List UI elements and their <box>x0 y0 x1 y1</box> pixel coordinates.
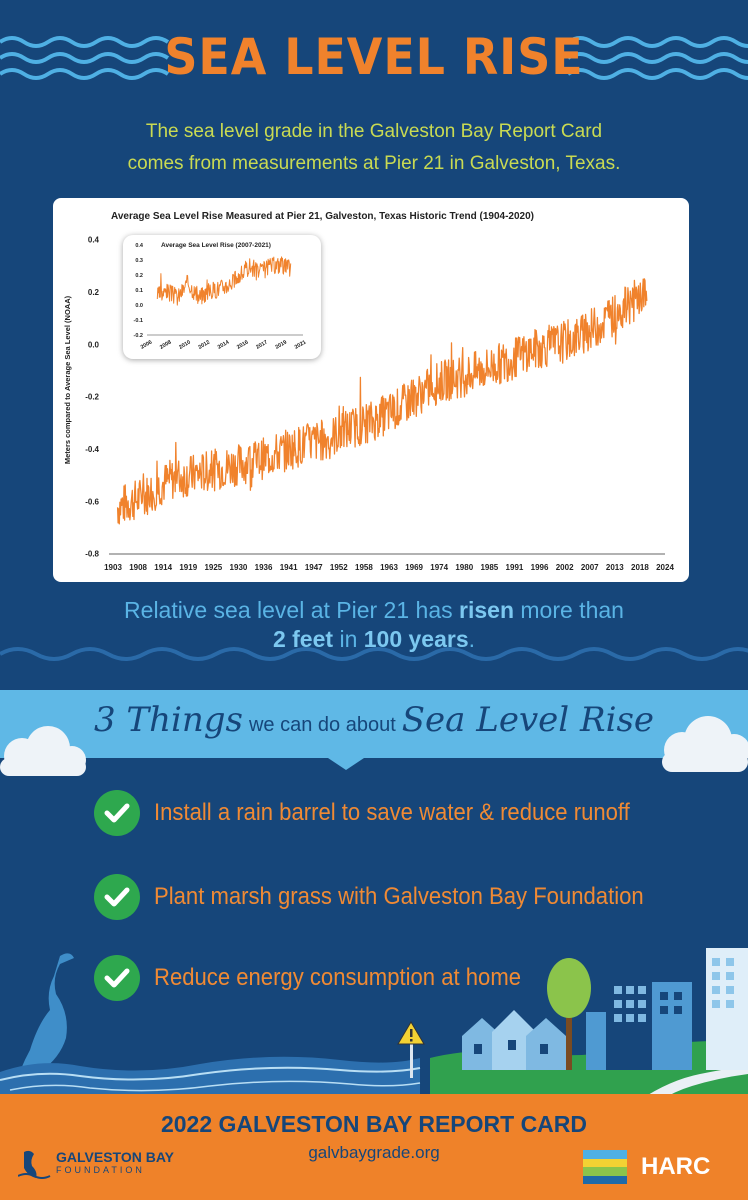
main-chart-x-tick-label: 1980 <box>455 563 473 572</box>
inset-chart-x-tick-label: 2021 <box>294 339 308 350</box>
inset-chart-y-tick-label: 0.4 <box>135 243 144 249</box>
main-chart-y-tick-label: -0.6 <box>85 497 99 506</box>
main-chart-title: Average Sea Level Rise Measured at Pier … <box>111 211 534 222</box>
inset-chart-x-tick-label: 2016 <box>236 339 250 350</box>
main-chart-x-tick-label: 1941 <box>280 563 298 572</box>
rise-in: in <box>333 626 364 652</box>
rise-end: . <box>468 626 476 652</box>
main-chart-x-tick-label: 1958 <box>355 563 373 572</box>
check-icon <box>94 874 140 920</box>
bay-scene <box>0 948 748 1100</box>
main-chart-y-tick-label: 0.2 <box>88 288 100 297</box>
cloud-icon <box>0 726 86 776</box>
main-chart-x-tick-label: 1919 <box>179 563 197 572</box>
main-chart-series-line <box>116 278 648 525</box>
gbf-logo: GALVESTON BAY FOUNDATION <box>18 1148 174 1180</box>
inset-chart-x-tick-label: 2006 <box>140 339 154 350</box>
inset-chart-y-tick-label: 0.1 <box>135 288 143 294</box>
gbf-sub: FOUNDATION <box>56 1165 145 1175</box>
main-chart-x-tick-label: 1991 <box>506 563 524 572</box>
gbf-name: GALVESTON BAY <box>56 1149 174 1165</box>
footer-url[interactable]: galvbaygrade.org <box>308 1143 440 1162</box>
harc-flag-icon <box>583 1150 627 1184</box>
action-item-3: Reduce energy consumption at home <box>94 955 553 1001</box>
main-chart-x-tick-label: 1963 <box>380 563 398 572</box>
mid-wave <box>0 647 748 661</box>
main-chart-x-tick-label: 1914 <box>154 563 172 572</box>
cloud-icon <box>662 716 748 772</box>
banner-heading: 3 Things we can do about Sea Level Rise <box>0 700 748 740</box>
action-label-2: Plant marsh grass with Galveston Bay Fou… <box>154 883 644 910</box>
intro-line-2: comes from measurements at Pier 21 in Ga… <box>127 153 621 174</box>
chart-card: Average Sea Level Rise Measured at Pier … <box>53 198 689 582</box>
main-chart: Average Sea Level Rise Measured at Pier … <box>63 211 674 572</box>
main-chart-x-tick-label: 1996 <box>531 563 549 572</box>
inset-chart-x-tick-label: 2012 <box>197 339 211 350</box>
action-label-1: Install a rain barrel to save water & re… <box>154 799 630 826</box>
buildings-icon <box>586 948 748 1070</box>
banner-notch <box>328 758 364 770</box>
main-chart-x-tick-label: 1908 <box>129 563 147 572</box>
inset-chart-x-tick-label: 2017 <box>255 339 269 350</box>
inset-chart-title: Average Sea Level Rise (2007-2021) <box>161 242 271 249</box>
check-icon <box>94 790 140 836</box>
harc-name: HARC <box>641 1153 711 1180</box>
inset-chart-box: Average Sea Level Rise (2007-2021) 0.4 0.… <box>123 235 321 359</box>
action-item-2: Plant marsh grass with Galveston Bay Fou… <box>94 874 686 920</box>
inset-chart-x-tick-label: 2014 <box>217 339 231 351</box>
banner <box>0 690 748 758</box>
heron-icon <box>18 1150 51 1179</box>
main-chart-ylabel: Meters compared to Average Sea Level (NO… <box>63 295 72 464</box>
main-chart-x-tick-label: 1947 <box>305 563 323 572</box>
inset-chart-x-tick-label: 2008 <box>159 339 173 350</box>
main-chart-x-tick-label: 2013 <box>606 563 624 572</box>
main-chart-y-tick-label: -0.4 <box>85 445 99 454</box>
action-item-1: Install a rain barrel to save water & re… <box>94 790 671 836</box>
harc-logo: HARC <box>583 1150 710 1184</box>
main-chart-x-tick-label: 1925 <box>204 563 222 572</box>
main-chart-x-tick-label: 1985 <box>480 563 498 572</box>
inset-chart: Average Sea Level Rise (2007-2021) 0.4 0.… <box>134 242 308 351</box>
main-chart-x-tick-label: 2024 <box>656 563 674 572</box>
main-chart-x-tick-label: 1969 <box>405 563 423 572</box>
banner-script-2: Sea Level Rise <box>401 700 655 740</box>
action-label-3: Reduce energy consumption at home <box>154 964 521 991</box>
houses-icon <box>462 1010 566 1070</box>
page-title: SEA LEVEL RISE <box>164 28 584 86</box>
rise-pre: Relative sea level at Pier 21 has <box>124 597 460 623</box>
main-chart-x-tick-label: 1930 <box>230 563 248 572</box>
footer-title: 2022 GALVESTON BAY REPORT CARD <box>160 1111 588 1137</box>
inset-chart-y-tick-label: 0.0 <box>135 303 143 309</box>
warning-sign-icon <box>397 1021 425 1078</box>
main-chart-x-tick-label: 2018 <box>631 563 649 572</box>
rise-risen: risen <box>459 597 514 623</box>
main-chart-y-tick-label: 0.4 <box>88 236 100 245</box>
check-icon <box>94 955 140 1001</box>
main-chart-x-tick-label: 1903 <box>104 563 122 572</box>
main-chart-x-tick-label: 1952 <box>330 563 348 572</box>
inset-chart-y-tick-label: -0.2 <box>134 333 143 339</box>
inset-chart-x-tick-label: 2019 <box>274 339 288 350</box>
top-waves <box>0 36 748 80</box>
intro-line-1: The sea level grade in the Galveston Bay… <box>145 121 603 142</box>
main-chart-x-tick-label: 2007 <box>581 563 599 572</box>
main-chart-y-tick-label: -0.2 <box>85 393 99 402</box>
main-chart-x-tick-label: 1936 <box>255 563 273 572</box>
inset-chart-series-line <box>156 256 292 306</box>
intro-text: The sea level grade in the Galveston Bay… <box>100 116 648 180</box>
main-chart-x-tick-label: 2002 <box>556 563 574 572</box>
rise-mid: more than <box>514 597 624 623</box>
inset-chart-y-tick-label: 0.2 <box>135 273 143 279</box>
inset-chart-x-tick-label: 2010 <box>178 339 192 350</box>
banner-script-1: 3 Things <box>93 700 243 740</box>
banner-plain: we can do about <box>248 714 396 736</box>
main-chart-x-tick-label: 1974 <box>430 563 448 572</box>
inset-chart-y-tick-label: 0.3 <box>135 258 143 264</box>
main-chart-y-tick-label: -0.8 <box>85 550 99 559</box>
inset-chart-y-tick-label: -0.1 <box>134 318 143 324</box>
tree-icon <box>547 958 591 1070</box>
main-chart-y-tick-label: 0.0 <box>88 340 100 349</box>
